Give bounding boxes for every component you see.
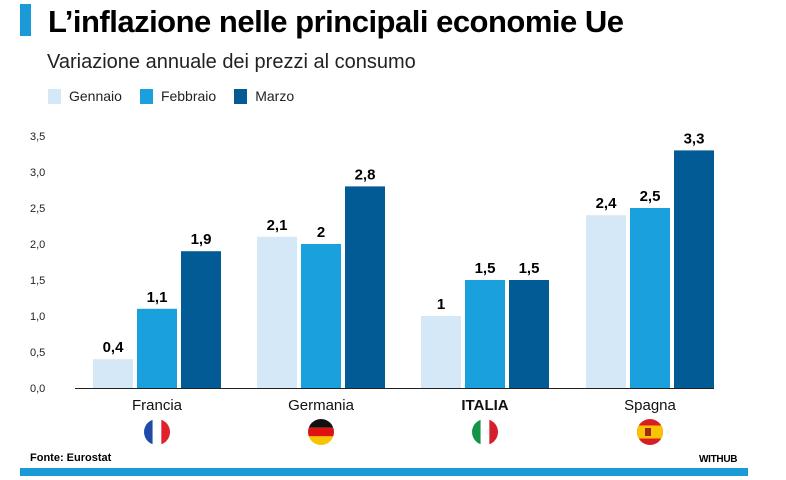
data-label: 1,9 [191, 231, 212, 248]
data-label: 3,3 [684, 130, 705, 147]
y-tick-label: 0,0 [30, 383, 45, 395]
bar-marzo-italia [509, 280, 549, 388]
legend-swatch [48, 88, 61, 104]
bar-gennaio-italia [421, 316, 461, 388]
y-tick-label: 2,5 [30, 203, 45, 215]
data-label: 2,1 [267, 217, 288, 234]
bar-gennaio-germania [257, 236, 297, 388]
legend-swatch [139, 88, 153, 104]
bar-marzo-spagna [674, 150, 714, 388]
legend-label: Febbraio [160, 88, 217, 104]
legend-label: Marzo [255, 88, 295, 104]
data-label: 2,8 [355, 166, 376, 183]
chart-subtitle: Variazione annuale dei prezzi al consumo [47, 51, 416, 73]
legend: Gennaio Febbraio Marzo [48, 88, 294, 104]
brand-logo: WITHUB [699, 454, 738, 465]
y-tick-label: 2,0 [30, 239, 45, 251]
bar-febbraio-italia [465, 280, 505, 388]
y-tick-label: 1,0 [30, 311, 45, 323]
data-label: 1 [437, 296, 445, 313]
bar-febbraio-germania [301, 244, 341, 388]
accent-bar [20, 4, 31, 36]
legend-item-febbraio: Febbraio [139, 88, 217, 104]
bar-gennaio-francia [93, 359, 133, 388]
bar-febbraio-spagna [630, 208, 670, 388]
y-tick-label: 1,5 [30, 275, 45, 287]
x-tick-label: Francia [132, 397, 183, 414]
y-tick-label: 3,0 [30, 167, 45, 179]
legend-item-gennaio: Gennaio [48, 88, 122, 104]
legend-label: Gennaio [69, 88, 122, 104]
data-label: 2,4 [596, 195, 618, 212]
bar-febbraio-francia [137, 308, 177, 388]
y-tick-label: 3,5 [30, 131, 45, 143]
data-label: 2 [317, 224, 325, 241]
data-label: 2,5 [640, 188, 661, 205]
bar-marzo-germania [345, 186, 385, 388]
france-flag-icon [144, 419, 170, 445]
chart-title: L’inflazione nelle principali economie U… [48, 4, 624, 39]
data-label: 1,5 [475, 260, 496, 277]
x-tick-label: Germania [288, 397, 355, 414]
bar-marzo-francia [181, 251, 221, 388]
data-label: 1,1 [147, 289, 168, 306]
bar-gennaio-spagna [586, 215, 626, 388]
germany-flag-icon [308, 419, 334, 445]
legend-swatch [234, 88, 248, 104]
data-label: 1,5 [519, 260, 540, 277]
x-tick-label: ITALIA [461, 397, 508, 414]
data-label: 0,4 [103, 339, 125, 356]
legend-item-marzo: Marzo [234, 88, 294, 104]
italy-flag-icon [472, 419, 498, 445]
spain-flag-icon [637, 419, 663, 445]
x-tick-label: Spagna [624, 397, 676, 414]
bottom-bar [20, 468, 748, 476]
source-note: Fonte: Eurostat [30, 452, 112, 464]
y-tick-label: 0,5 [30, 347, 45, 359]
